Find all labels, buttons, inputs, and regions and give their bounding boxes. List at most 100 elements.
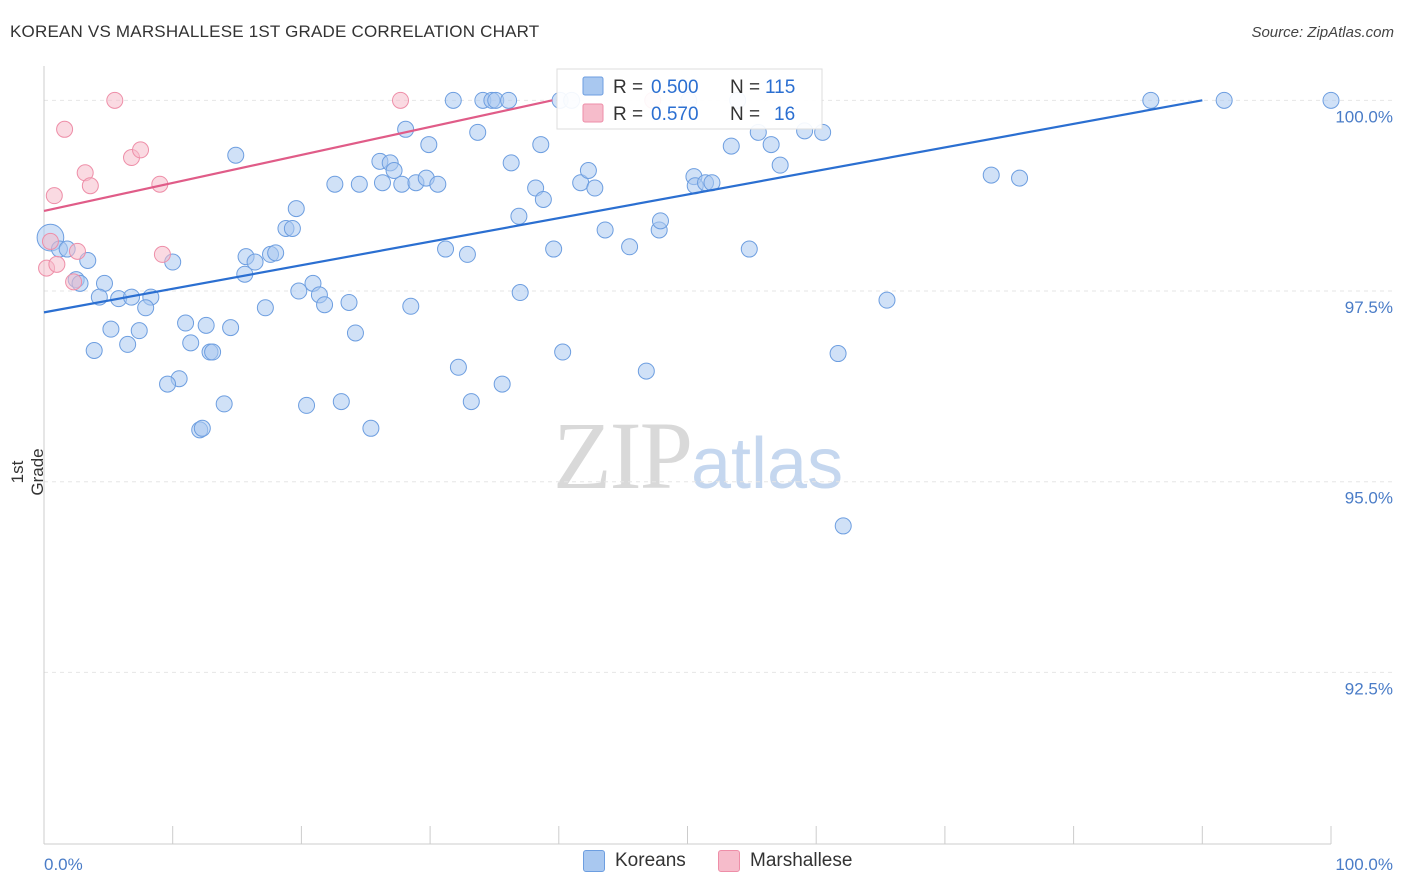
korean-point: [1142, 91, 1160, 109]
marshallese-point: [153, 245, 171, 263]
korean-point: [469, 123, 487, 141]
legend-swatch-koreans: [582, 76, 604, 96]
marshallese-point: [68, 242, 86, 260]
korean-point: [397, 120, 415, 138]
korean-point: [267, 244, 285, 262]
korean-point: [290, 282, 308, 300]
x-tick-label: 0.0%: [44, 855, 83, 874]
trend-layer: [43, 99, 1203, 314]
korean-point: [621, 238, 639, 256]
korean-point: [177, 314, 195, 332]
marshallese-label: Marshallese: [750, 850, 853, 871]
marshallese-point: [391, 91, 409, 109]
y-tick-label: 92.5%: [1345, 679, 1393, 698]
korean-point: [350, 175, 368, 193]
korean-point: [227, 146, 245, 164]
korean-point: [287, 200, 305, 218]
legend-r-label-2: R =: [613, 104, 643, 125]
bottom-legend-marshallese: Marshallese: [718, 850, 852, 872]
bottom-legend-koreans: Koreans: [583, 850, 686, 872]
marshallese-point: [106, 91, 124, 109]
watermark-zip: ZIP: [553, 402, 693, 509]
marshallese-point: [81, 177, 99, 195]
korean-point: [651, 212, 669, 230]
legend-n-label-1: N =: [730, 77, 760, 98]
axis-layer: 92.5% 95.0% 97.5% 100.0% 0.0% 100.0%: [43, 66, 1393, 874]
korean-point: [511, 284, 529, 302]
y-tick-label: 95.0%: [1345, 489, 1393, 508]
korean-point: [429, 175, 447, 193]
korean-point: [458, 245, 476, 263]
korean-point: [215, 395, 233, 413]
korean-point: [1011, 169, 1029, 187]
korean-point: [579, 161, 597, 179]
korean-point: [771, 156, 789, 174]
korean-point: [298, 396, 316, 414]
marshallese-point: [132, 141, 150, 159]
watermark-atlas: atlas: [691, 424, 844, 504]
legend-n-label-2: N =: [730, 104, 760, 125]
marshallese-trendline: [43, 99, 553, 212]
legend-n-value-1: 115: [765, 77, 795, 98]
korean-point: [130, 322, 148, 340]
korean-point: [500, 91, 518, 109]
korean-point: [102, 320, 120, 338]
korean-point: [385, 161, 403, 179]
koreans-trendline: [43, 99, 1203, 314]
points-layer: [36, 91, 1340, 535]
korean-point: [444, 91, 462, 109]
korean-point: [982, 166, 1000, 184]
korean-point: [437, 240, 455, 258]
marshallese-swatch: [718, 850, 740, 872]
marshallese-point: [48, 255, 66, 273]
chart-title: KOREAN VS MARSHALLESE 1ST GRADE CORRELAT…: [10, 22, 540, 41]
korean-point: [182, 334, 200, 352]
stats-legend: R = 0.500 N = 115 R = 0.570 N = 16: [556, 68, 823, 130]
korean-point: [119, 335, 137, 353]
korean-point: [493, 375, 511, 393]
korean-point: [204, 343, 222, 361]
marshallese-point: [45, 187, 63, 205]
korean-point: [502, 154, 520, 172]
marshallese-point: [56, 120, 74, 138]
korean-point: [283, 219, 301, 237]
korean-point: [340, 293, 358, 311]
korean-point: [85, 342, 103, 360]
korean-point: [534, 190, 552, 208]
korean-point: [256, 299, 274, 317]
legend-r-label-1: R =: [613, 77, 643, 98]
y-tick-label: 100.0%: [1335, 107, 1393, 126]
korean-point: [197, 316, 215, 334]
korean-point: [1322, 91, 1340, 109]
source-label: Source: ZipAtlas.com: [1251, 24, 1394, 41]
korean-point: [762, 136, 780, 154]
korean-point: [586, 179, 604, 197]
watermark: ZIPatlas: [553, 400, 843, 511]
korean-point: [222, 319, 240, 337]
korean-point: [545, 240, 563, 258]
koreans-swatch: [583, 850, 605, 872]
korean-point: [637, 362, 655, 380]
korean-point: [246, 253, 264, 271]
marshallese-point: [41, 232, 59, 250]
legend-swatch-marshallese: [582, 103, 604, 123]
marshallese-point: [65, 273, 83, 291]
korean-point: [449, 358, 467, 376]
korean-point: [510, 207, 528, 225]
korean-point: [393, 175, 411, 193]
korean-point: [326, 175, 344, 193]
korean-point: [1215, 91, 1233, 109]
korean-point: [373, 174, 391, 192]
korean-point: [722, 137, 740, 155]
korean-point: [829, 345, 847, 363]
korean-point: [316, 296, 334, 314]
korean-point: [137, 299, 155, 317]
korean-point: [532, 136, 550, 154]
korean-point: [596, 221, 614, 239]
korean-point: [362, 419, 380, 437]
x-tick-label: 100.0%: [1335, 855, 1393, 874]
korean-point: [332, 393, 350, 411]
korean-point: [554, 343, 572, 361]
korean-point: [193, 419, 211, 437]
